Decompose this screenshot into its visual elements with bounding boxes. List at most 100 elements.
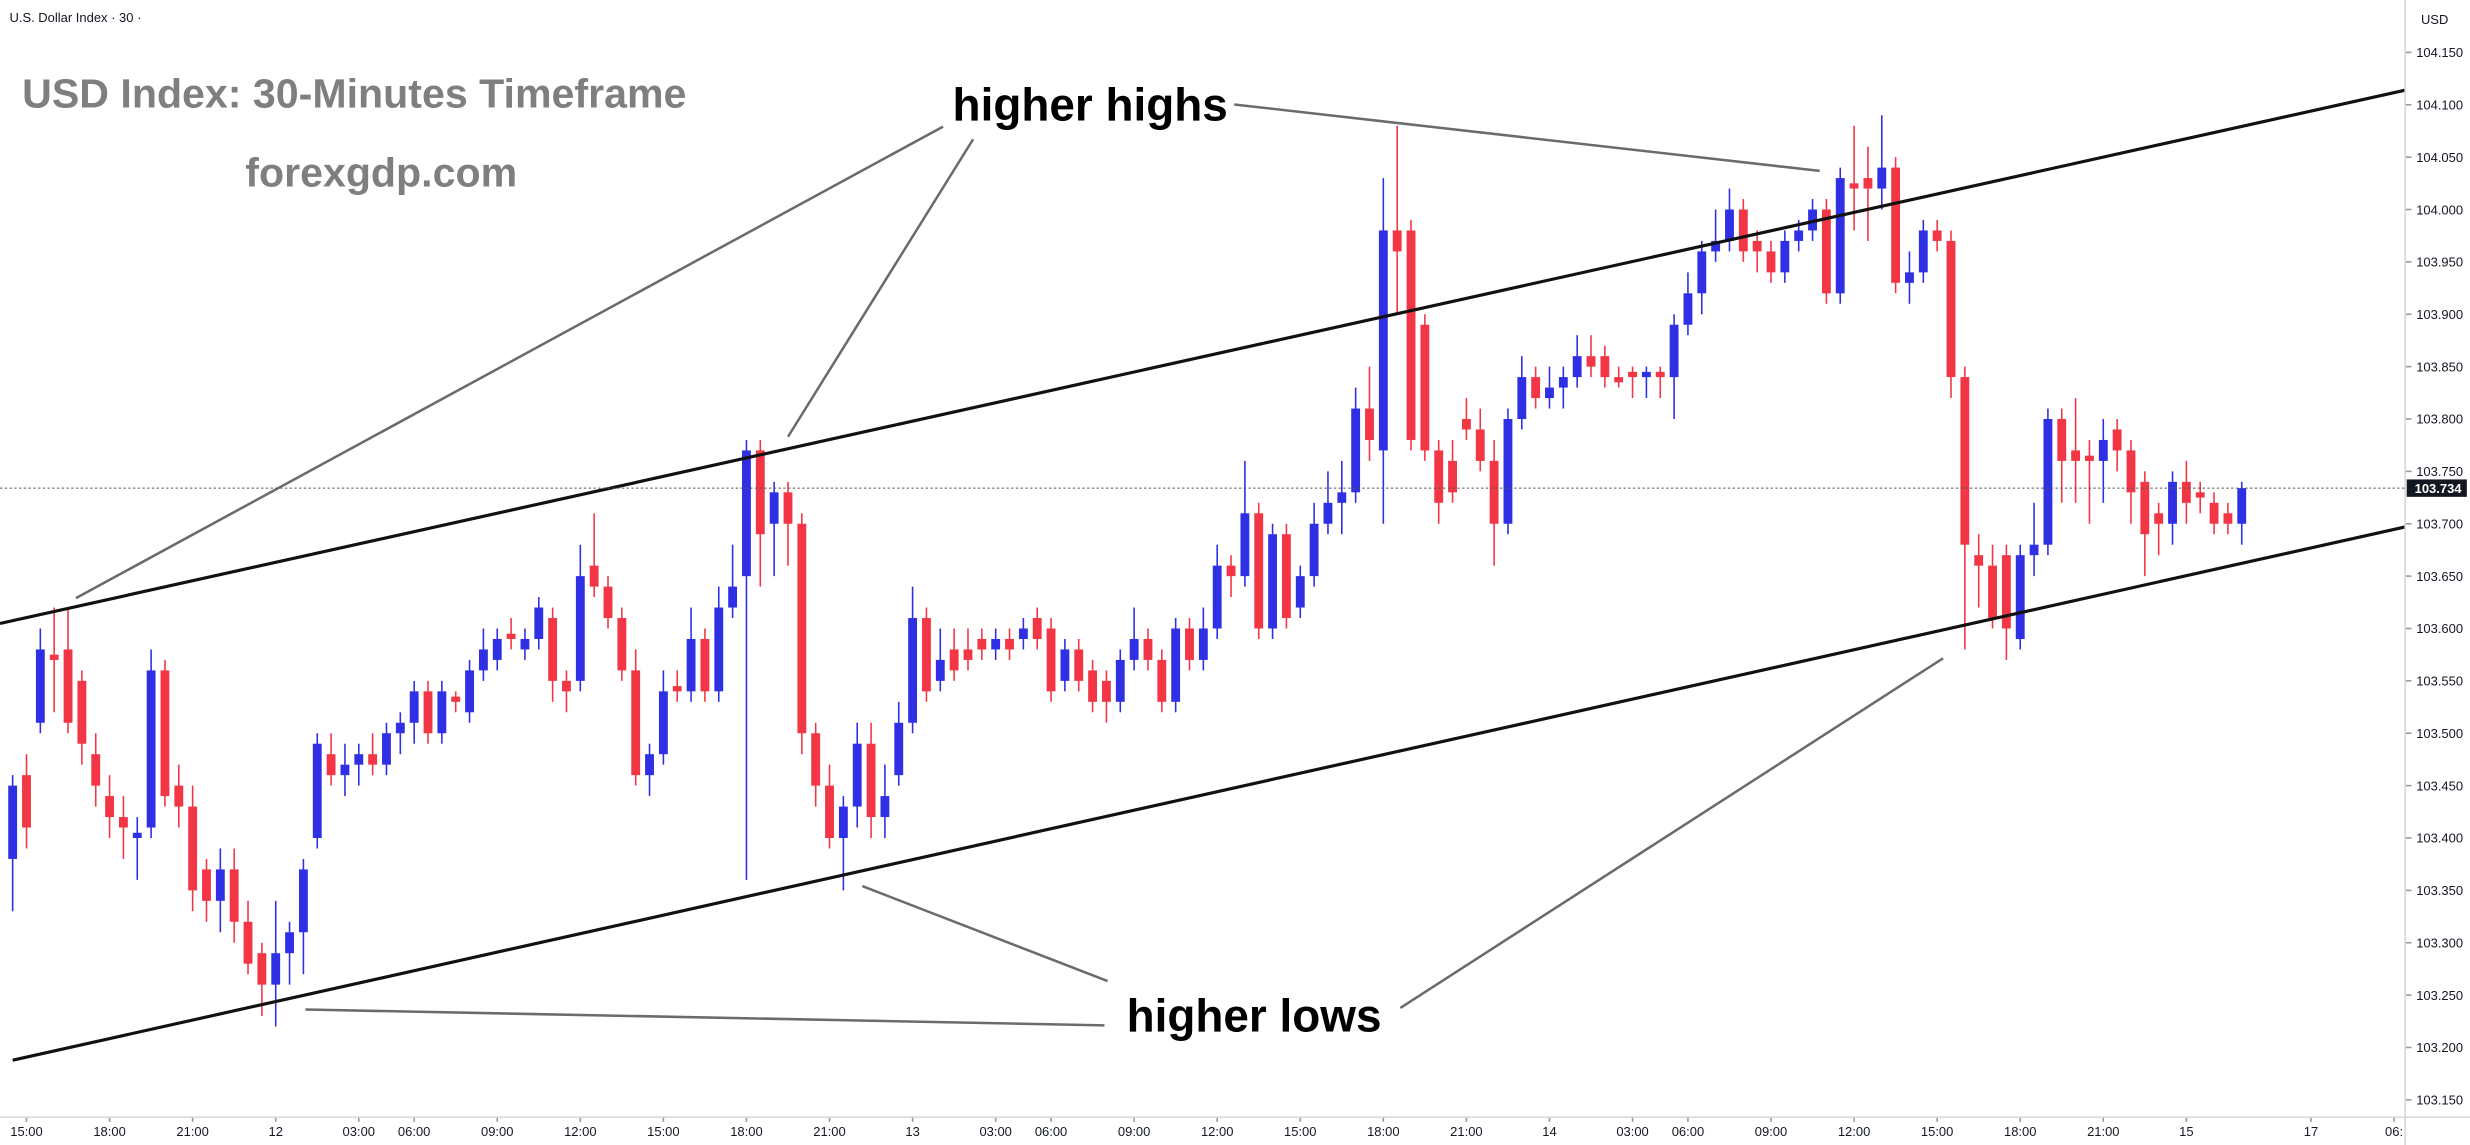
candle-body xyxy=(825,785,834,838)
x-tick-label: 21:00 xyxy=(2087,1124,2119,1139)
candle-body xyxy=(1960,377,1970,545)
candle-body xyxy=(548,618,558,681)
candle-body xyxy=(894,722,904,776)
y-tick-label: 103.700 xyxy=(2416,516,2463,531)
candle-body xyxy=(1586,356,1596,367)
x-tick-label: 21:00 xyxy=(1450,1124,1482,1139)
upper-trendline xyxy=(0,88,2406,625)
x-tick-label: 18:00 xyxy=(2004,1124,2036,1139)
candle-body xyxy=(1545,387,1554,399)
x-tick-label: 17 xyxy=(2304,1124,2318,1139)
candle-body xyxy=(700,638,710,692)
x-tick-label: 09:00 xyxy=(1118,1124,1150,1139)
currency-label: USD xyxy=(2421,12,2448,27)
y-tick-label: 103.400 xyxy=(2416,831,2463,846)
candle-body xyxy=(1932,230,1942,241)
x-tick-label: 15:00 xyxy=(1284,1124,1316,1139)
candle-body xyxy=(2168,481,2177,524)
candle-body xyxy=(174,785,184,807)
candle-body xyxy=(8,785,18,859)
candle-body xyxy=(368,754,378,765)
candle-body xyxy=(1669,324,1679,378)
candle-body xyxy=(1378,230,1388,451)
candle-body xyxy=(1891,167,1901,283)
x-tick-label: 06: xyxy=(2385,1124,2403,1139)
candle-body xyxy=(1406,230,1416,440)
candle-body xyxy=(132,832,142,838)
candle-body xyxy=(1974,555,1984,566)
y-tick-label: 103.450 xyxy=(2416,778,2463,793)
y-tick-label: 104.150 xyxy=(2416,45,2463,60)
candle-body xyxy=(838,806,848,838)
candle-body xyxy=(409,691,419,723)
candle-body xyxy=(1157,659,1167,702)
candle-body xyxy=(1683,293,1693,325)
pointer xyxy=(1234,103,1820,173)
x-tick-label: 21:00 xyxy=(813,1124,845,1139)
candle-body xyxy=(1863,178,1873,189)
x-tick-label: 18:00 xyxy=(730,1124,762,1139)
candle-body xyxy=(769,492,779,524)
candle-body xyxy=(506,633,516,639)
plot-area: 103.150 103.200 103.250 103.300 103.350 103.4… xyxy=(8,45,2463,1139)
candle-body xyxy=(1531,377,1541,399)
candle-body xyxy=(1240,513,1250,577)
candle-body xyxy=(1351,408,1361,493)
candle-body xyxy=(742,450,751,577)
candle-body xyxy=(2001,555,2011,629)
candle-body xyxy=(866,743,876,818)
symbol-label: U.S. Dollar Index · 30 · xyxy=(9,10,141,25)
x-tick-label: 18:00 xyxy=(93,1124,125,1139)
candle-body xyxy=(437,691,447,734)
candle-body xyxy=(1226,565,1236,577)
candle-body xyxy=(465,670,474,713)
candle-body xyxy=(1946,240,1956,378)
candle-body xyxy=(2140,481,2150,535)
candle-body xyxy=(1655,371,1665,378)
candle-body xyxy=(1794,230,1804,241)
candle-body xyxy=(811,733,821,786)
candle-body xyxy=(1752,240,1762,252)
candle-body xyxy=(2237,488,2247,524)
candle-body xyxy=(922,618,931,692)
x-tick-label: 06:00 xyxy=(1672,1124,1704,1139)
y-tick-label: 103.350 xyxy=(2416,883,2463,898)
candle-body xyxy=(1461,419,1471,430)
candle-body xyxy=(1780,240,1790,273)
candle-body xyxy=(603,586,613,619)
candle-body xyxy=(880,796,890,818)
candle-body xyxy=(1185,628,1194,660)
pointer xyxy=(786,138,975,438)
candle-body xyxy=(658,691,668,755)
y-tick-label: 103.600 xyxy=(2416,621,2463,636)
candle-body xyxy=(631,670,641,776)
candle-body xyxy=(1198,628,1208,660)
y-tick-label: 103.200 xyxy=(2416,1040,2463,1055)
candle-body xyxy=(1517,377,1527,420)
candle-body xyxy=(1018,628,1028,639)
annotation: higher lows xyxy=(1127,990,1382,1042)
y-tick-label: 103.250 xyxy=(2416,988,2463,1003)
y-tick-label: 103.850 xyxy=(2416,359,2463,374)
candle-body xyxy=(2071,450,2081,461)
candle-body xyxy=(1572,356,1582,378)
pointer xyxy=(1399,657,1944,1010)
y-tick-label: 103.300 xyxy=(2416,935,2463,950)
chart-title: USD Index: 30-Minutes Timeframe xyxy=(22,71,686,117)
candle-body xyxy=(1309,523,1319,577)
candle-body xyxy=(2181,481,2191,503)
candle-body xyxy=(312,743,322,838)
candle-body xyxy=(1738,209,1748,252)
candle-body xyxy=(395,722,405,734)
candle-body xyxy=(1365,408,1374,440)
candle-body xyxy=(1448,460,1457,493)
candle-body xyxy=(1628,371,1637,378)
candle-body xyxy=(382,733,391,765)
candle-body xyxy=(1032,618,1042,639)
candle-body xyxy=(589,565,599,587)
annotation: higher highs xyxy=(953,78,1228,130)
x-tick-label: 15:00 xyxy=(647,1124,679,1139)
candle-body xyxy=(797,523,807,734)
candle-body xyxy=(188,806,198,891)
candle-body xyxy=(1323,502,1333,524)
